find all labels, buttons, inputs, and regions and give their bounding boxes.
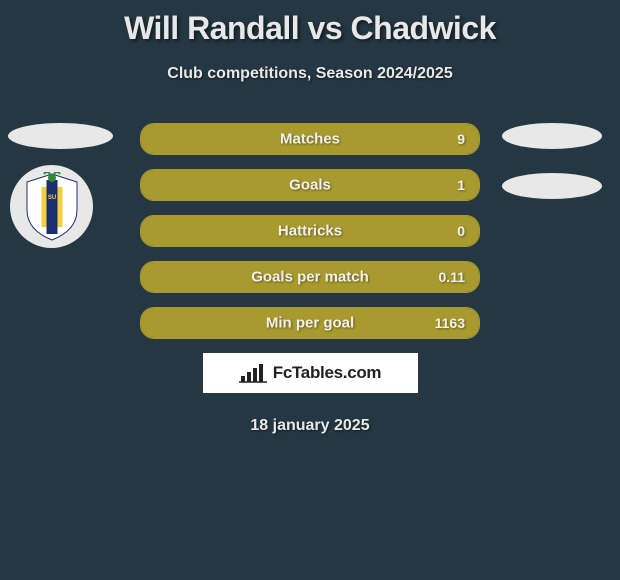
bar-label: Min per goal xyxy=(266,315,354,332)
stat-bar-goals-per-match: Goals per match 0.11 xyxy=(140,261,480,293)
date-text: 18 january 2025 xyxy=(0,417,620,435)
watermark-badge: FcTables.com xyxy=(203,353,418,393)
player1-club-crest: SU xyxy=(10,165,93,248)
bar-label: Goals per match xyxy=(251,269,369,286)
watermark-text: FcTables.com xyxy=(273,363,382,383)
chart-icon xyxy=(239,362,267,384)
comparison-content: SU Matches 9 Goals 1 Hattricks 0 Goals p… xyxy=(0,123,620,435)
player1-name-pill xyxy=(8,123,113,149)
player2-club-pill xyxy=(502,173,602,199)
stat-bar-matches: Matches 9 xyxy=(140,123,480,155)
page-title: Will Randall vs Chadwick xyxy=(0,0,620,47)
subtitle: Club competitions, Season 2024/2025 xyxy=(0,65,620,83)
left-player-column: SU xyxy=(8,123,113,248)
stat-bars: Matches 9 Goals 1 Hattricks 0 Goals per … xyxy=(140,123,480,339)
bar-value: 0 xyxy=(457,223,465,239)
stat-bar-min-per-goal: Min per goal 1163 xyxy=(140,307,480,339)
stat-bar-goals: Goals 1 xyxy=(140,169,480,201)
bar-value: 9 xyxy=(457,131,465,147)
bar-value: 0.11 xyxy=(439,269,465,285)
bar-value: 1163 xyxy=(435,315,465,331)
svg-text:SU: SU xyxy=(47,195,55,201)
bar-label: Goals xyxy=(289,177,331,194)
bar-value: 1 xyxy=(457,177,465,193)
right-player-column xyxy=(502,123,602,199)
bar-label: Hattricks xyxy=(278,223,342,240)
bar-label: Matches xyxy=(280,131,340,148)
stat-bar-hattricks: Hattricks 0 xyxy=(140,215,480,247)
player2-name-pill xyxy=(502,123,602,149)
